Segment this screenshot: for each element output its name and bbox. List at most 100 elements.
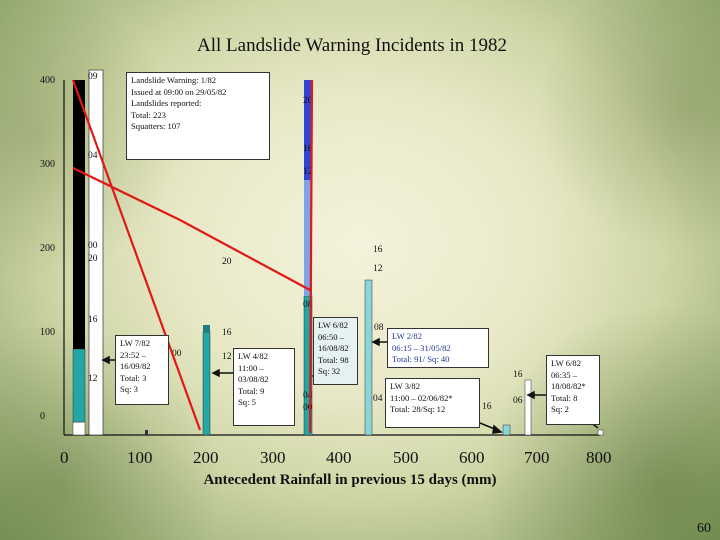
note-line: 06:15 – 31/05/82 xyxy=(392,342,451,353)
bar-segment xyxy=(202,331,211,436)
note-lw-3-82: LW 3/82 11:00 – 02/06/82* Total: 28/Sq: … xyxy=(385,378,480,428)
x-tick-600: 600 xyxy=(459,448,485,467)
note-line: LW 6/82 xyxy=(318,320,348,330)
note-line: Total: 28/Sq: 12 xyxy=(390,404,446,415)
bar-segment xyxy=(72,421,86,436)
note-line: LW 3/82 xyxy=(390,381,420,391)
note-line: Total: 223 xyxy=(131,109,166,120)
warning-connectors xyxy=(71,79,314,434)
hour-label: 12 xyxy=(88,374,98,384)
y-tick-0: 0 xyxy=(40,411,45,422)
note-lw-4-82: LW 4/82 11:00 – 03/08/82 Total: 9 Sq: 5 xyxy=(233,348,295,426)
connector-line xyxy=(308,79,314,434)
note-line: Total: 9 xyxy=(238,385,265,396)
hour-label: 12 xyxy=(373,264,383,274)
bar-segment xyxy=(597,429,604,436)
note-line: LW 6/82 xyxy=(551,358,581,368)
hour-label: 12 xyxy=(303,167,313,177)
note-line: 16/08/82 xyxy=(318,343,349,354)
x-tick-700: 700 xyxy=(524,448,550,467)
note-line: 11:00 – 02/06/82* xyxy=(390,392,453,403)
hour-label: 16 xyxy=(482,402,492,412)
hour-label: 00 xyxy=(303,403,313,413)
x-axis-title: Antecedent Rainfall in previous 15 days … xyxy=(203,472,496,488)
note-line: Total: 3 xyxy=(120,372,147,383)
page-number: 60 xyxy=(697,521,711,536)
note-line: Sq: 5 xyxy=(238,397,256,408)
bar-segment xyxy=(73,80,85,349)
bar-white xyxy=(88,69,104,436)
hour-labels: 09 04 00 20 16 12 16 00 12 20 16 12 20 1… xyxy=(88,72,523,413)
note-line: 23:52 – xyxy=(120,349,147,360)
hour-label: 00 xyxy=(88,241,98,251)
y-tick-400: 400 xyxy=(40,75,55,86)
y-tick-300: 300 xyxy=(40,159,55,170)
x-tick-500: 500 xyxy=(393,448,419,467)
note-line: 06:35 – xyxy=(551,369,578,380)
x-tick-0: 0 xyxy=(60,448,69,467)
x-tick-200: 200 xyxy=(193,448,219,467)
x-tick-800: 800 xyxy=(586,448,612,467)
arrow-head xyxy=(492,424,503,434)
hour-label: 20 xyxy=(303,96,313,106)
note-line: 16/09/82 xyxy=(120,361,151,372)
bar-segment xyxy=(203,325,210,332)
bar-segment xyxy=(304,80,312,180)
note-lw-2-82: LW 2/82 06:15 – 31/05/82 Total: 91/ Sq: … xyxy=(387,328,489,368)
note-line: Landslide Warning: 1/82 xyxy=(131,75,217,85)
bar-lw-1-82 xyxy=(72,69,104,436)
note-line: Sq: 3 xyxy=(120,384,138,395)
bar-lw-6-82 xyxy=(303,80,313,436)
x-axis: 0 100 200 300 400 500 600 700 800 Antece… xyxy=(60,434,612,488)
note-line: Total: 8 xyxy=(551,392,578,403)
bar-lw-4-82-group xyxy=(202,325,211,436)
bar-segment xyxy=(304,180,312,296)
note-line: 11:00 – xyxy=(238,362,264,373)
note-lw-7-82: LW 7/82 23:52 – 16/09/82 Total: 3 Sq: 3 xyxy=(115,335,169,405)
x-tick-300: 300 xyxy=(260,448,286,467)
y-tick-100: 100 xyxy=(40,327,55,338)
bar-segment xyxy=(145,430,148,435)
hour-label: 06 xyxy=(513,396,523,406)
x-tick-100: 100 xyxy=(127,448,153,467)
bar-segment xyxy=(502,424,511,436)
note-lw-6-82b: LW 6/82 06:35 – 18/08/82* Total: 8 Sq: 2 xyxy=(546,355,600,425)
note-line: Issued at 09:00 on 29/05/82 xyxy=(131,86,227,97)
hour-label: 12 xyxy=(222,352,232,362)
hour-label: 20 xyxy=(88,254,98,264)
bar-lw-2-82 xyxy=(364,279,373,436)
note-line: Squatters: 107 xyxy=(131,121,181,132)
note-line: Landslides reported: xyxy=(131,98,202,109)
bar-lw-6-82b xyxy=(597,429,604,436)
hour-label: 04 xyxy=(373,394,383,404)
note-line: Sq: 2 xyxy=(551,404,569,415)
hour-label: 04 xyxy=(303,391,313,401)
note-line: 03/08/82 xyxy=(238,374,269,385)
note-line: LW 4/82 xyxy=(238,351,268,361)
y-tick-200: 200 xyxy=(40,243,55,254)
x-tick-400: 400 xyxy=(326,448,352,467)
hour-label: 16 xyxy=(222,328,232,338)
arrow-head xyxy=(371,337,380,347)
arrow-head xyxy=(526,390,535,400)
bar-segment xyxy=(364,279,373,436)
hour-label: 16 xyxy=(88,315,98,325)
hour-label: 16 xyxy=(303,144,313,154)
connector-line xyxy=(72,167,181,221)
hour-label: 16 xyxy=(373,245,383,255)
connector-line xyxy=(179,219,311,291)
note-line: Sq: 32 xyxy=(318,366,341,377)
hour-label: 16 xyxy=(513,370,523,380)
bar-segment xyxy=(72,348,86,423)
note-lw-6-82: LW 6/82 06:50 – 16/08/82 Total: 98 Sq: 3… xyxy=(313,317,358,385)
arrow-head xyxy=(101,355,110,365)
note-line: LW 2/82 xyxy=(392,331,422,341)
bar-lw-5-82 xyxy=(524,379,532,436)
arrow-head xyxy=(211,368,220,378)
hour-label: 08 xyxy=(374,323,384,333)
hour-label: 08 xyxy=(303,300,313,310)
y-axis: 400 300 200 100 0 xyxy=(40,75,65,435)
hour-label: 04 xyxy=(88,151,98,161)
